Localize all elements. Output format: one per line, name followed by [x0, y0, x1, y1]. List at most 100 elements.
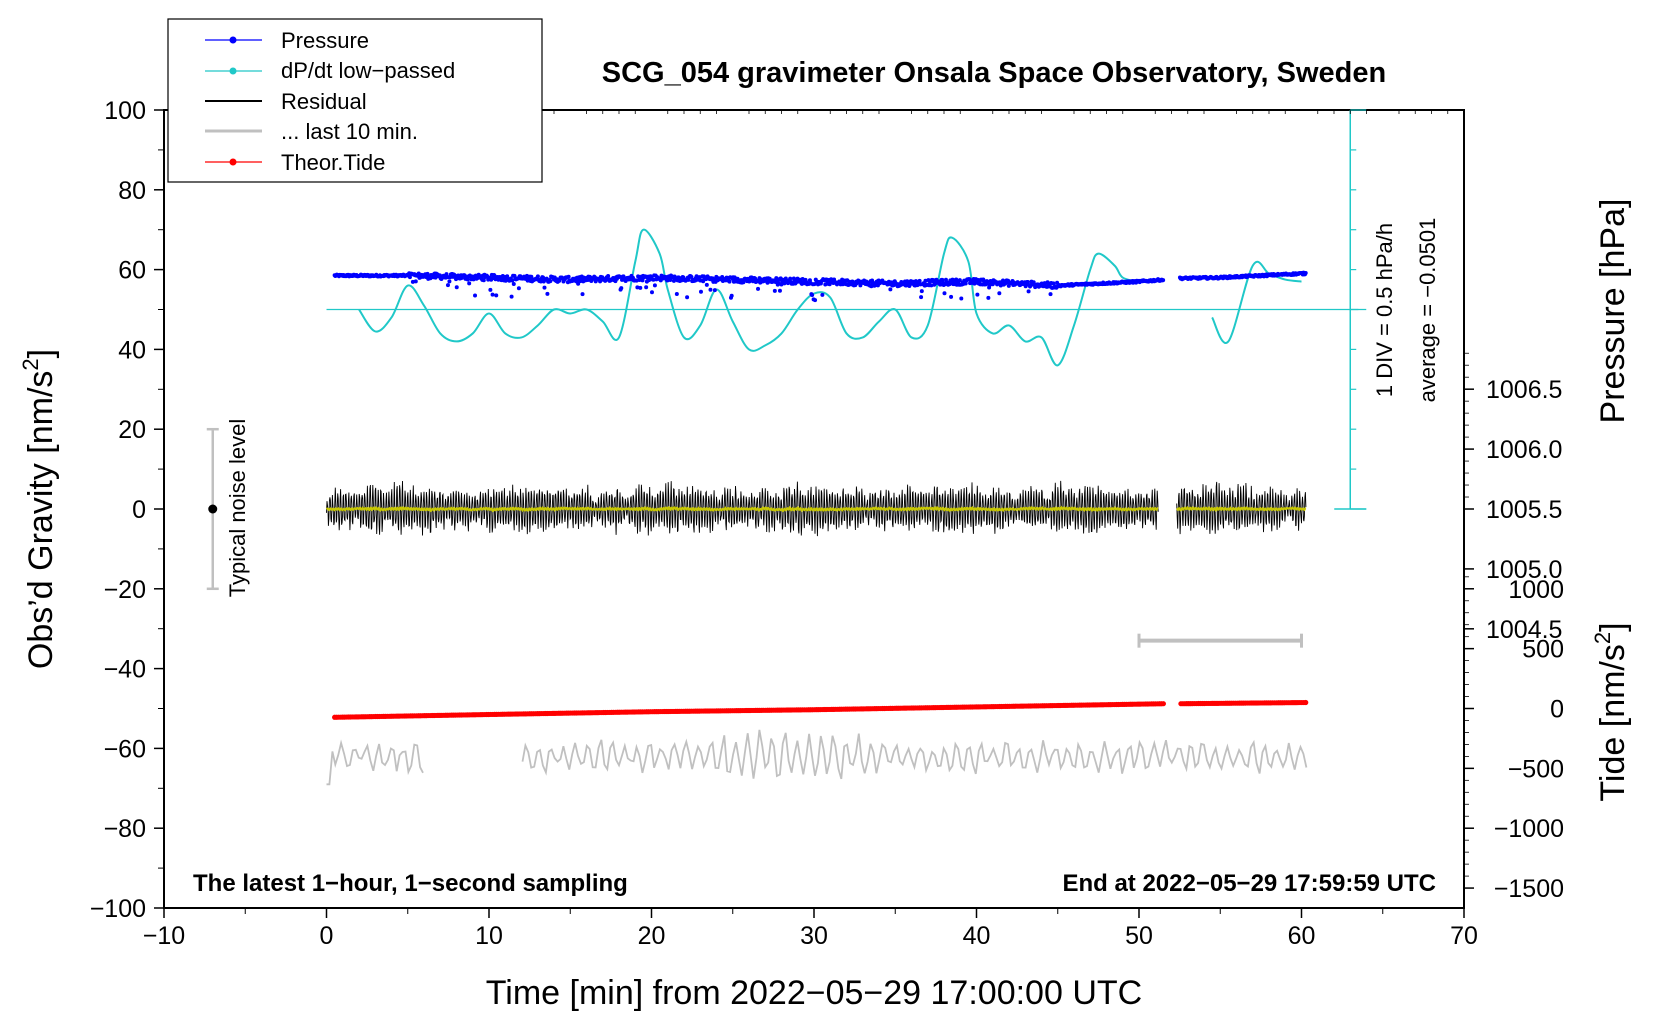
pressure-point: [698, 289, 703, 294]
pressure-point: [638, 285, 643, 290]
pressure-point: [473, 293, 478, 298]
pressure-point: [516, 286, 521, 291]
pressure-point: [919, 295, 924, 300]
y-tick-label: 100: [104, 97, 146, 125]
legend-label-last10: ... last 10 min.: [281, 119, 418, 144]
pressure-point: [447, 279, 452, 284]
pressure-point: [727, 279, 732, 284]
pressure-point: [949, 294, 954, 299]
pressure-point: [791, 276, 796, 281]
y-axis-title-left-end: ]: [22, 349, 60, 358]
pressure-point: [919, 289, 924, 294]
last-10-min-line: [326, 729, 1308, 786]
end-time-note: End at 2022−05−29 17:59:59 UTC: [1062, 870, 1436, 897]
tide-tick-label: −1000: [1494, 815, 1564, 843]
pressure-point: [481, 278, 486, 283]
pressure-point: [704, 282, 709, 287]
x-tick-label: 40: [963, 922, 991, 950]
y-axis-title-tide-sup: 2: [1590, 632, 1615, 644]
tide-tick-label: −500: [1508, 755, 1564, 783]
pressure-point: [1026, 289, 1031, 294]
y-axis-title-tide: Tide [nm/s2]: [1590, 622, 1632, 801]
dpdt-average-label: average = −0.0501: [1415, 218, 1440, 403]
y-tick-label: −20: [104, 576, 146, 604]
legend-marker-pressure: [229, 36, 237, 44]
dpdt-line: [1211, 260, 1302, 345]
y-axis-title-left: Obs’d Gravity [nm/s2]: [18, 349, 60, 669]
tide-tick-label: −1500: [1494, 875, 1564, 903]
y-axis-title-left-main: Obs’d Gravity [nm/s: [22, 371, 60, 670]
pressure-point: [975, 292, 980, 297]
pressure-point: [776, 280, 781, 285]
pressure-point: [511, 281, 516, 286]
pressure-point: [407, 275, 412, 280]
x-axis-title: Time [min] from 2022−05−29 17:00:00 UTC: [486, 974, 1142, 1012]
y-tick-label: 20: [118, 416, 146, 444]
y-tick-label: −40: [104, 656, 146, 684]
pressure-point: [685, 295, 690, 300]
pressure-point: [580, 292, 585, 297]
pressure-point: [619, 286, 624, 291]
pressure-tick-label: 1006.0: [1486, 436, 1562, 464]
legend-marker-dpdt: [229, 67, 237, 75]
pressure-point: [467, 281, 472, 286]
pressure-point: [566, 274, 571, 279]
noise-center-dot: [208, 504, 218, 514]
pressure-point: [674, 292, 679, 297]
y-tick-label: −80: [104, 815, 146, 843]
y-tick-label: −100: [90, 895, 146, 923]
y-tick-label: 60: [118, 257, 146, 285]
pressure-point: [509, 294, 514, 299]
residual-smoothed-line: [325, 505, 1307, 513]
pressure-point: [548, 279, 553, 284]
x-tick-label: 60: [1288, 922, 1316, 950]
pressure-point: [788, 276, 793, 281]
pressure-point: [617, 274, 622, 279]
pressure-point: [810, 292, 815, 297]
legend-marker-tide: [229, 158, 237, 166]
tide-tick-label: 500: [1522, 636, 1564, 664]
pressure-point: [957, 278, 962, 283]
pressure-point: [529, 274, 534, 279]
pressure-point: [917, 278, 922, 283]
legend-label-residual: Residual: [281, 89, 367, 114]
y-axis-title-left-sup: 2: [18, 358, 43, 370]
y-axis-title-tide-end: ]: [1594, 622, 1632, 631]
pressure-point: [1303, 271, 1308, 276]
pressure-point: [777, 288, 782, 293]
pressure-point: [545, 291, 550, 296]
pressure-tick-label: 1004.5: [1486, 616, 1562, 644]
pressure-point: [712, 288, 717, 293]
x-tick-label: 70: [1450, 922, 1478, 950]
pressure-point: [708, 287, 713, 292]
legend-label-tide: Theor.Tide: [281, 150, 385, 175]
pressure-point: [505, 274, 510, 279]
x-tick-label: 0: [320, 922, 334, 950]
pressure-point: [454, 285, 459, 290]
pressure-point: [488, 287, 493, 292]
pressure-tick-label: 1005.0: [1486, 556, 1562, 584]
residual-line: [326, 480, 1307, 537]
pressure-point: [465, 277, 470, 282]
y-axis-title-pressure: Pressure [hPa]: [1594, 199, 1632, 424]
legend-label-dpdt: dP/dt low−passed: [281, 58, 455, 83]
pressure-point: [986, 295, 991, 300]
noise-level-label: Typical noise level: [225, 419, 250, 598]
pressure-point: [512, 273, 517, 278]
pressure-point: [963, 281, 968, 286]
pressure-point: [942, 291, 947, 296]
pressure-point: [772, 288, 777, 293]
tide-point: [1160, 701, 1166, 707]
chart-title: SCG_054 gravimeter Onsala Space Observat…: [602, 57, 1386, 89]
legend-label-pressure: Pressure: [281, 28, 369, 53]
pressure-point: [997, 291, 1002, 296]
pressure-point: [606, 274, 611, 279]
dpdt-line: [358, 228, 1156, 367]
y-tick-label: 40: [118, 336, 146, 364]
pressure-point: [535, 274, 540, 279]
pressure-tick-label: 1005.5: [1486, 496, 1562, 524]
x-tick-label: −10: [143, 922, 185, 950]
dpdt-scale-label: 1 DIV = 0.5 hPa/h: [1372, 223, 1397, 397]
pressure-point: [959, 296, 964, 301]
tide-tick-label: 0: [1550, 696, 1564, 724]
